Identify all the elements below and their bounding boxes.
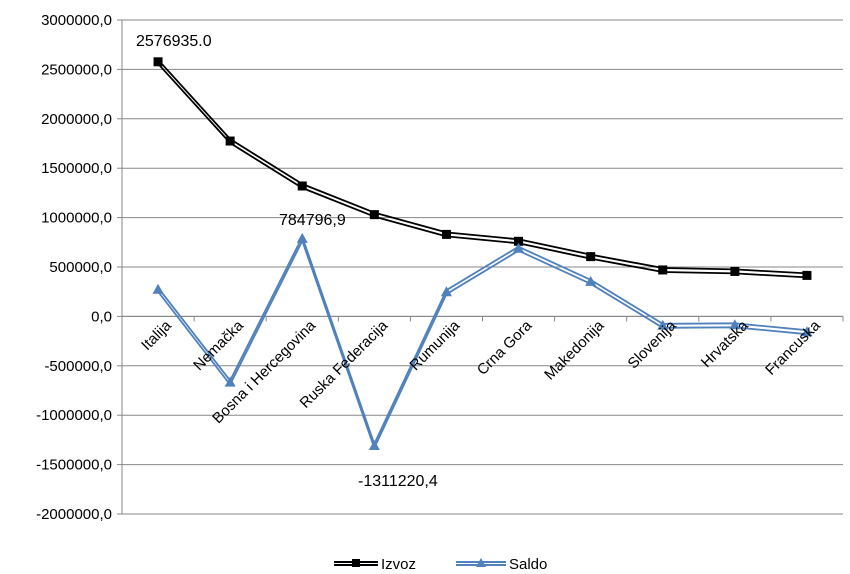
data-point-saldo [801,326,813,337]
series-line-izvoz [157,59,807,275]
data-point-izvoz [441,229,451,239]
data-point-izvoz [297,181,307,191]
legend: Izvoz Saldo [334,556,547,573]
y-tick-label: -2000000,0 [36,506,112,523]
data-point-saldo [224,376,236,387]
data-point-saldo [440,286,452,297]
data-point-saldo [368,439,380,450]
y-tick-label: -1500000,0 [36,457,112,474]
data-point-izvoz [802,270,812,280]
data-label-izvoz-italija: 2576935.0 [136,33,212,50]
data-point-izvoz [730,266,740,276]
data-point-izvoz [153,57,163,67]
legend-item-saldo: Saldo [456,556,547,573]
y-tick-label: 1500000,0 [41,160,112,177]
series-line-saldo-outline [157,239,807,449]
data-point-izvoz [514,236,524,246]
data-label-saldo-ruska: -1311220,4 [358,473,438,490]
x-category-label: Italija [138,317,175,354]
series-line-saldo [157,235,807,445]
y-tick-label: 0,0 [91,308,112,325]
y-axis-tick-labels: 3000000,0 2500000,0 2000000,0 1500000,0 1000… [36,12,112,523]
data-point-saldo [152,283,164,294]
data-point-saldo [729,319,741,330]
data-point-saldo [296,232,308,243]
data-point-saldo [657,319,669,330]
legend-label-izvoz: Izvoz [381,556,416,573]
y-tick-label: -1000000,0 [36,407,112,424]
legend-marker-saldo [476,558,486,567]
axes [117,19,844,515]
x-category-label: Crna Gora [474,317,536,379]
x-category-label: Makedonija [541,317,608,384]
series [152,57,813,450]
legend-item-izvoz: Izvoz [334,556,416,573]
data-label-saldo-bosna: 784796,9 [279,212,346,229]
data-point-saldo [513,242,525,253]
data-point-izvoz [369,210,379,220]
legend-label-saldo: Saldo [509,556,547,573]
data-point-izvoz [658,265,668,275]
y-tick-label: -500000,0 [44,358,112,375]
data-point-izvoz [225,136,235,146]
series-line-izvoz-outline [157,63,807,279]
y-tick-label: 1000000,0 [41,210,112,227]
y-tick-label: 500000,0 [49,259,112,276]
y-tick-label: 2500000,0 [41,61,112,78]
legend-marker-izvoz [352,559,360,567]
y-tick-label: 2000000,0 [41,111,112,128]
x-category-label: Slovenija [625,317,681,373]
data-point-saldo [585,275,597,286]
y-tick-label: 3000000,0 [41,12,112,29]
data-point-izvoz [586,252,596,262]
x-category-label: Hrvatska [698,317,752,371]
